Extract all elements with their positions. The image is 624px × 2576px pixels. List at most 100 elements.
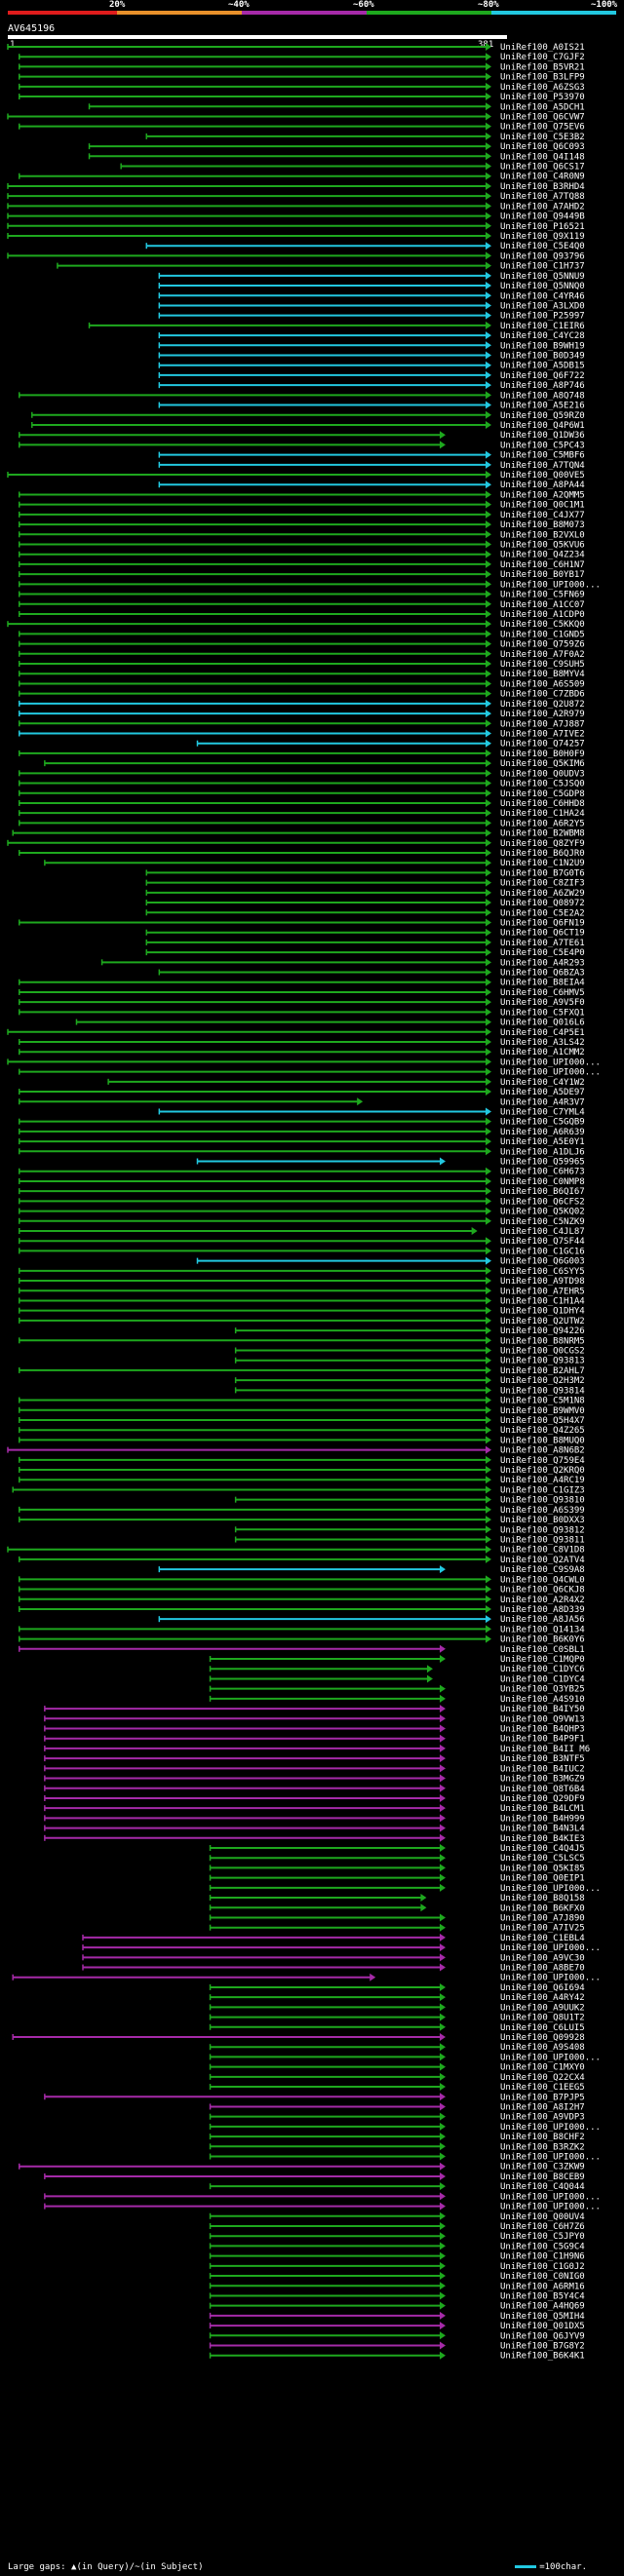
hit-accession-link[interactable]: UniRef100_C5LSC5 — [500, 1854, 585, 1864]
hit-accession-link[interactable]: UniRef100_C5FXQ1 — [500, 1008, 585, 1018]
hit-accession-link[interactable]: UniRef100_C7GJF2 — [500, 53, 585, 62]
hit-accession-link[interactable]: UniRef100_A1CDP0 — [500, 610, 585, 620]
hit-accession-link[interactable]: UniRef100_Q8ZYF9 — [500, 839, 585, 849]
hit-accession-link[interactable]: UniRef100_C1MQP0 — [500, 1655, 585, 1665]
hit-accession-link[interactable]: UniRef100_A4HQ69 — [500, 2302, 585, 2312]
hit-accession-link[interactable]: UniRef100_Q9X119 — [500, 232, 585, 242]
hit-accession-link[interactable]: UniRef100_C1DYC4 — [500, 1674, 585, 1684]
hit-accession-link[interactable]: UniRef100_C6H1N7 — [500, 560, 585, 570]
hit-accession-link[interactable]: UniRef100_C1GC16 — [500, 1247, 585, 1256]
hit-accession-link[interactable]: UniRef100_A7IVE2 — [500, 729, 585, 739]
hit-accession-link[interactable]: UniRef100_C5JPY0 — [500, 2232, 585, 2242]
hit-accession-link[interactable]: UniRef100_B3RHD4 — [500, 182, 585, 192]
hit-accession-link[interactable]: UniRef100_B8CEB9 — [500, 2172, 585, 2182]
hit-accession-link[interactable]: UniRef100_A8BE70 — [500, 1964, 585, 1974]
hit-accession-link[interactable]: UniRef100_UPI000... — [500, 2192, 601, 2202]
hit-accession-link[interactable]: UniRef100_C4R0N9 — [500, 173, 585, 182]
hit-accession-link[interactable]: UniRef100_A9V5F0 — [500, 998, 585, 1008]
hit-accession-link[interactable]: UniRef100_C1EEG5 — [500, 2083, 585, 2093]
hit-accession-link[interactable]: UniRef100_B4H999 — [500, 1814, 585, 1824]
hit-accession-link[interactable]: UniRef100_A6S509 — [500, 679, 585, 689]
hit-accession-link[interactable]: UniRef100_C5GDP8 — [500, 789, 585, 799]
hit-accession-link[interactable]: UniRef100_UPI000... — [500, 1884, 601, 1894]
hit-accession-link[interactable]: UniRef100_Q4CWL0 — [500, 1575, 585, 1585]
hit-accession-link[interactable]: UniRef100_A1CC07 — [500, 600, 585, 610]
hit-accession-link[interactable]: UniRef100_Q2ATV4 — [500, 1556, 585, 1565]
hit-accession-link[interactable]: UniRef100_UPI000... — [500, 1068, 601, 1078]
hit-accession-link[interactable]: UniRef100_B2VXL0 — [500, 530, 585, 540]
hit-accession-link[interactable]: UniRef100_C5NZK9 — [500, 1217, 585, 1227]
hit-accession-link[interactable]: UniRef100_C5E4Q0 — [500, 242, 585, 251]
hit-accession-link[interactable]: UniRef100_Q0UDV3 — [500, 769, 585, 779]
hit-accession-link[interactable]: UniRef100_B9WH19 — [500, 341, 585, 351]
hit-accession-link[interactable]: UniRef100_UPI000... — [500, 2123, 601, 2133]
hit-accession-link[interactable]: UniRef100_A9TD98 — [500, 1277, 585, 1287]
hit-accession-link[interactable]: UniRef100_Q9449B — [500, 212, 585, 222]
hit-accession-link[interactable]: UniRef100_C1EIR6 — [500, 322, 585, 331]
hit-accession-link[interactable]: UniRef100_B6K0Y6 — [500, 1635, 585, 1645]
hit-accession-link[interactable]: UniRef100_A6RM16 — [500, 2282, 585, 2291]
hit-accession-link[interactable]: UniRef100_Q00VE5 — [500, 471, 585, 481]
hit-accession-link[interactable]: UniRef100_C0NIG0 — [500, 2272, 585, 2282]
hit-accession-link[interactable]: UniRef100_C6H7Z6 — [500, 2222, 585, 2232]
hit-accession-link[interactable]: UniRef100_C6HHD8 — [500, 799, 585, 809]
hit-accession-link[interactable]: UniRef100_A1DLJ6 — [500, 1147, 585, 1157]
hit-accession-link[interactable]: UniRef100_Q22CX4 — [500, 2073, 585, 2083]
hit-accession-link[interactable]: UniRef100_B9WMV0 — [500, 1406, 585, 1416]
hit-accession-link[interactable]: UniRef100_UPI000... — [500, 2153, 601, 2163]
hit-accession-link[interactable]: UniRef100_Q4Z234 — [500, 551, 585, 560]
hit-accession-link[interactable]: UniRef100_C6SYY5 — [500, 1267, 585, 1277]
hit-accession-link[interactable]: UniRef100_Q6CKJ8 — [500, 1586, 585, 1596]
hit-accession-link[interactable]: UniRef100_Q59RZ0 — [500, 411, 585, 421]
hit-accession-link[interactable]: UniRef100_P53970 — [500, 93, 585, 102]
hit-accession-link[interactable]: UniRef100_Q5KQ02 — [500, 1208, 585, 1217]
hit-accession-link[interactable]: UniRef100_Q8U1T2 — [500, 2014, 585, 2023]
hit-accession-link[interactable]: UniRef100_Q5MIH4 — [500, 2312, 585, 2322]
hit-accession-link[interactable]: UniRef100_Q93813 — [500, 1357, 585, 1366]
hit-accession-link[interactable]: UniRef100_B4IUC2 — [500, 1764, 585, 1774]
hit-accession-link[interactable]: UniRef100_B7G0T6 — [500, 868, 585, 878]
hit-accession-link[interactable]: UniRef100_A4S910 — [500, 1695, 585, 1705]
hit-accession-link[interactable]: UniRef100_B8M073 — [500, 520, 585, 530]
hit-accession-link[interactable]: UniRef100_Q0C1M1 — [500, 501, 585, 511]
hit-accession-link[interactable]: UniRef100_Q5NNQ0 — [500, 282, 585, 291]
hit-accession-link[interactable]: UniRef100_A8Q748 — [500, 391, 585, 401]
hit-accession-link[interactable]: UniRef100_C4Q044 — [500, 2182, 585, 2192]
hit-accession-link[interactable]: UniRef100_A6ZSG3 — [500, 83, 585, 93]
hit-accession-link[interactable]: UniRef100_C5G9C4 — [500, 2242, 585, 2251]
hit-accession-link[interactable]: UniRef100_B6QJR0 — [500, 849, 585, 859]
hit-accession-link[interactable]: UniRef100_C1GND5 — [500, 630, 585, 639]
hit-accession-link[interactable]: UniRef100_C1H737 — [500, 262, 585, 272]
hit-accession-link[interactable]: UniRef100_Q93796 — [500, 251, 585, 261]
hit-accession-link[interactable]: UniRef100_A8N6B2 — [500, 1446, 585, 1456]
hit-accession-link[interactable]: UniRef100_C0SBL1 — [500, 1645, 585, 1655]
hit-accession-link[interactable]: UniRef100_Q08972 — [500, 899, 585, 908]
hit-accession-link[interactable]: UniRef100_C4YC28 — [500, 331, 585, 341]
hit-accession-link[interactable]: UniRef100_UPI000... — [500, 1057, 601, 1067]
hit-accession-link[interactable]: UniRef100_A2QMM5 — [500, 490, 585, 500]
hit-accession-link[interactable]: UniRef100_A5E0Y1 — [500, 1137, 585, 1147]
hit-accession-link[interactable]: UniRef100_Q01DX5 — [500, 2322, 585, 2331]
hit-accession-link[interactable]: UniRef100_C4P5E1 — [500, 1028, 585, 1038]
hit-accession-link[interactable]: UniRef100_A8P746 — [500, 381, 585, 391]
hit-accession-link[interactable]: UniRef100_UPI000... — [500, 2203, 601, 2212]
hit-accession-link[interactable]: UniRef100_A5E216 — [500, 402, 585, 411]
hit-accession-link[interactable]: UniRef100_Q5H4X7 — [500, 1416, 585, 1426]
hit-accession-link[interactable]: UniRef100_A3LXD0 — [500, 301, 585, 311]
hit-accession-link[interactable]: UniRef100_C6HMV5 — [500, 988, 585, 998]
hit-accession-link[interactable]: UniRef100_C9SUH5 — [500, 660, 585, 670]
hit-accession-link[interactable]: UniRef100_Q4I148 — [500, 152, 585, 162]
hit-accession-link[interactable]: UniRef100_P16521 — [500, 222, 585, 232]
hit-accession-link[interactable]: UniRef100_C1MXY0 — [500, 2063, 585, 2073]
hit-accession-link[interactable]: UniRef100_Q75EV6 — [500, 123, 585, 133]
hit-accession-link[interactable]: UniRef100_A7TQN4 — [500, 461, 585, 471]
hit-accession-link[interactable]: UniRef100_C4Q4J5 — [500, 1844, 585, 1854]
hit-accession-link[interactable]: UniRef100_Q016L6 — [500, 1019, 585, 1028]
hit-accession-link[interactable]: UniRef100_A8PA44 — [500, 481, 585, 490]
hit-accession-link[interactable]: UniRef100_Q09928 — [500, 2033, 585, 2043]
hit-accession-link[interactable]: UniRef100_B6QI67 — [500, 1187, 585, 1197]
hit-accession-link[interactable]: UniRef100_Q759Z6 — [500, 640, 585, 650]
hit-accession-link[interactable]: UniRef100_Q0CGS2 — [500, 1347, 585, 1357]
hit-accession-link[interactable]: UniRef100_Q59965 — [500, 1158, 585, 1168]
hit-accession-link[interactable]: UniRef100_Q6I694 — [500, 1983, 585, 1993]
